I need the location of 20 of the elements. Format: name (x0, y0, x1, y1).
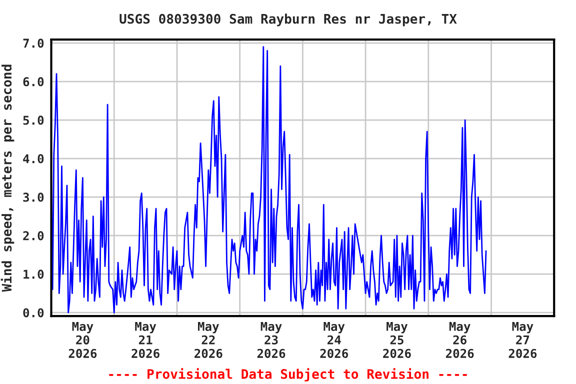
y-tick-label: 5.0 (23, 116, 44, 125)
y-tick-label: 2.0 (23, 231, 44, 240)
x-tick-label: May 26 2026 (446, 322, 474, 358)
x-tick-label: May 25 2026 (383, 322, 411, 358)
y-axis-title: Wind speed, meters per second (0, 64, 14, 292)
x-tick-label: May 23 2026 (257, 322, 286, 358)
x-tick-label: May 27 2026 (508, 322, 537, 358)
chart-title: USGS 08039300 Sam Rayburn Res nr Jasper, TX (120, 14, 457, 26)
y-tick-label: 4.0 (23, 154, 44, 164)
line-series (51, 46, 487, 314)
x-tick-label: May 24 2026 (320, 322, 348, 358)
y-tick-label: 3.0 (23, 192, 44, 202)
y-tick-label: 1.0 (24, 270, 44, 279)
y-tick-label: 0.0 (23, 308, 44, 318)
y-tick-label: 7.0 (23, 38, 44, 48)
y-tick-label: 6.0 (23, 77, 44, 86)
x-tick-label: May 21 2026 (132, 322, 160, 358)
text: ---- Provisional Data Subject to Revision ---- (109, 368, 467, 382)
x-tick-label: May 22 2026 (194, 322, 222, 358)
x-tick-label: May 20 2026 (68, 322, 97, 358)
